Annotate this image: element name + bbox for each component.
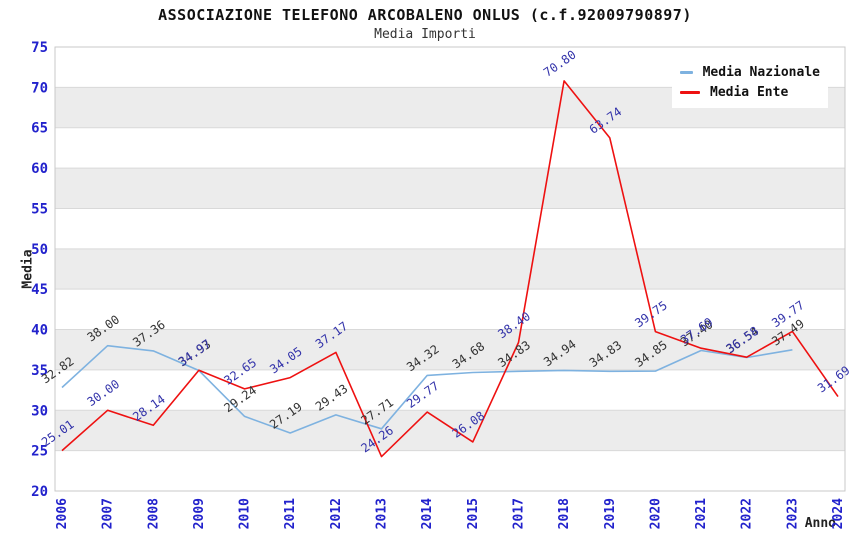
- svg-text:2011: 2011: [283, 498, 298, 529]
- svg-text:45: 45: [31, 282, 48, 298]
- svg-text:2013: 2013: [375, 498, 390, 529]
- svg-text:2008: 2008: [146, 498, 161, 529]
- svg-text:2006: 2006: [55, 498, 70, 529]
- chart-title: ASSOCIAZIONE TELEFONO ARCOBALENO ONLUS (…: [158, 6, 692, 24]
- legend-item-media-nazionale: Media Nazionale: [680, 62, 820, 82]
- svg-text:2021: 2021: [694, 498, 709, 529]
- svg-text:70: 70: [31, 80, 48, 96]
- svg-text:20: 20: [31, 484, 48, 500]
- svg-text:50: 50: [31, 242, 48, 258]
- svg-text:75: 75: [31, 40, 48, 56]
- svg-text:2012: 2012: [329, 498, 344, 529]
- line-swatch-media-nazionale-icon: [680, 70, 693, 74]
- line-swatch-media-ente-icon: [680, 90, 700, 94]
- svg-text:2007: 2007: [101, 498, 116, 529]
- svg-text:35: 35: [31, 363, 48, 379]
- svg-text:2018: 2018: [557, 498, 572, 529]
- svg-text:2014: 2014: [420, 498, 435, 529]
- svg-text:25: 25: [31, 444, 48, 460]
- legend-label: Media Ente: [710, 84, 789, 100]
- svg-text:40: 40: [31, 323, 48, 339]
- x-axis-title: Anno: [804, 516, 836, 531]
- legend-label: Media Nazionale: [702, 64, 820, 80]
- legend-item-media-ente: Media Ente: [680, 82, 820, 102]
- svg-text:2024: 2024: [831, 498, 846, 529]
- svg-text:2022: 2022: [740, 498, 755, 529]
- svg-text:30: 30: [31, 403, 48, 419]
- svg-text:60: 60: [31, 161, 48, 177]
- svg-text:2009: 2009: [192, 498, 207, 529]
- svg-text:2023: 2023: [785, 498, 800, 529]
- svg-text:2020: 2020: [648, 498, 663, 529]
- legend: Media Nazionale Media Ente: [672, 56, 828, 108]
- svg-text:2015: 2015: [466, 498, 481, 529]
- svg-text:2019: 2019: [603, 498, 618, 529]
- svg-text:65: 65: [31, 121, 48, 137]
- svg-text:2017: 2017: [511, 498, 526, 529]
- svg-text:2010: 2010: [238, 498, 253, 529]
- svg-text:55: 55: [31, 201, 48, 217]
- chart-subtitle: Media Importi: [374, 27, 476, 42]
